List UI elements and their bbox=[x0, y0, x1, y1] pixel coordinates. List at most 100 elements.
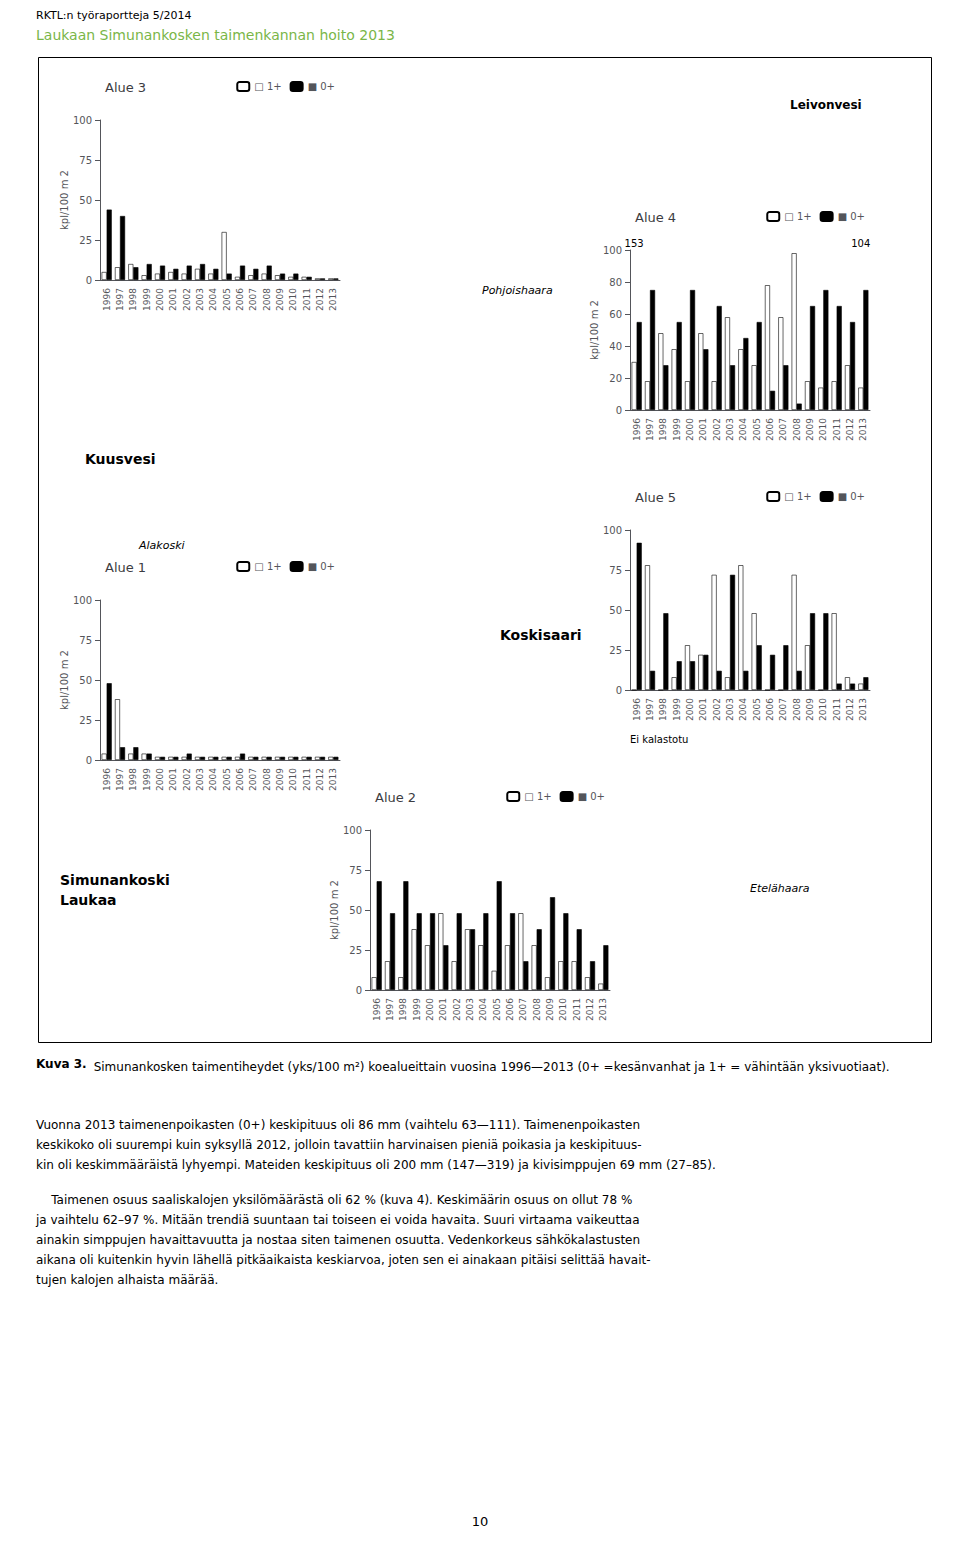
svg-text:1996: 1996 bbox=[102, 288, 112, 311]
svg-text:50: 50 bbox=[79, 195, 92, 206]
svg-text:100: 100 bbox=[73, 115, 92, 126]
svg-text:50: 50 bbox=[349, 905, 362, 916]
svg-text:80: 80 bbox=[609, 277, 622, 288]
svg-text:100: 100 bbox=[603, 525, 622, 536]
svg-text:2013: 2013 bbox=[858, 418, 868, 441]
svg-text:2003: 2003 bbox=[725, 698, 735, 721]
svg-text:2002: 2002 bbox=[182, 768, 192, 791]
svg-text:0: 0 bbox=[86, 275, 92, 286]
svg-text:2002: 2002 bbox=[712, 698, 722, 721]
svg-text:2008: 2008 bbox=[792, 418, 802, 441]
svg-text:kpl/100 m 2: kpl/100 m 2 bbox=[59, 170, 70, 230]
svg-text:kpl/100 m 2: kpl/100 m 2 bbox=[59, 650, 70, 710]
svg-text:2005: 2005 bbox=[752, 698, 762, 721]
svg-text:2012: 2012 bbox=[845, 698, 855, 721]
svg-text:2010: 2010 bbox=[288, 768, 298, 791]
svg-text:2013: 2013 bbox=[328, 288, 338, 311]
svg-text:Ei kalastotu: Ei kalastotu bbox=[630, 734, 688, 745]
svg-text:ainakin simppujen havaittavuut: ainakin simppujen havaittavuutta ja nost… bbox=[36, 1233, 640, 1247]
svg-text:2010: 2010 bbox=[818, 418, 828, 441]
svg-text:Laukaa: Laukaa bbox=[60, 892, 117, 908]
svg-text:2011: 2011 bbox=[832, 418, 842, 441]
svg-text:2008: 2008 bbox=[532, 998, 542, 1021]
svg-text:2008: 2008 bbox=[262, 288, 272, 311]
svg-text:25: 25 bbox=[349, 945, 362, 956]
svg-text:0: 0 bbox=[356, 985, 362, 996]
svg-text:1998: 1998 bbox=[128, 288, 138, 311]
svg-text:2003: 2003 bbox=[195, 288, 205, 311]
svg-text:kpl/100 m 2: kpl/100 m 2 bbox=[329, 880, 340, 940]
svg-text:Vuonna 2013 taimenenpoikasten: Vuonna 2013 taimenenpoikasten (0+) keski… bbox=[36, 1118, 640, 1132]
svg-text:40: 40 bbox=[609, 341, 622, 352]
svg-text:1996: 1996 bbox=[632, 418, 642, 441]
svg-text:■ 0+: ■ 0+ bbox=[308, 81, 335, 92]
svg-text:2005: 2005 bbox=[492, 998, 502, 1021]
svg-text:2011: 2011 bbox=[832, 698, 842, 721]
svg-text:1996: 1996 bbox=[372, 998, 382, 1021]
svg-text:1999: 1999 bbox=[672, 418, 682, 441]
svg-text:2000: 2000 bbox=[685, 698, 695, 721]
svg-text:Laukaan Simunankosken taimenka: Laukaan Simunankosken taimenkannan hoito… bbox=[36, 27, 395, 43]
svg-text:2013: 2013 bbox=[598, 998, 608, 1021]
svg-text:153: 153 bbox=[625, 238, 644, 249]
svg-text:0: 0 bbox=[86, 755, 92, 766]
svg-text:2005: 2005 bbox=[752, 418, 762, 441]
svg-text:2005: 2005 bbox=[222, 768, 232, 791]
svg-text:2012: 2012 bbox=[315, 288, 325, 311]
svg-text:□ 1+: □ 1+ bbox=[784, 491, 811, 502]
svg-text:10: 10 bbox=[472, 1514, 489, 1529]
svg-text:2002: 2002 bbox=[452, 998, 462, 1021]
svg-text:2007: 2007 bbox=[248, 768, 258, 791]
svg-text:2000: 2000 bbox=[425, 998, 435, 1021]
svg-text:2011: 2011 bbox=[302, 288, 312, 311]
svg-text:1996: 1996 bbox=[632, 698, 642, 721]
svg-text:2006: 2006 bbox=[765, 418, 775, 441]
svg-text:2009: 2009 bbox=[275, 288, 285, 311]
svg-text:2008: 2008 bbox=[792, 698, 802, 721]
svg-text:60: 60 bbox=[609, 309, 622, 320]
svg-text:2000: 2000 bbox=[155, 288, 165, 311]
svg-text:1997: 1997 bbox=[115, 768, 125, 791]
svg-text:Simunankoski: Simunankoski bbox=[60, 872, 170, 888]
svg-text:■ 0+: ■ 0+ bbox=[838, 211, 865, 222]
svg-text:50: 50 bbox=[609, 605, 622, 616]
svg-text:1996: 1996 bbox=[102, 768, 112, 791]
svg-text:Leivonvesi: Leivonvesi bbox=[790, 98, 862, 112]
svg-text:0: 0 bbox=[616, 405, 622, 416]
svg-text:2005: 2005 bbox=[222, 288, 232, 311]
svg-text:2012: 2012 bbox=[845, 418, 855, 441]
svg-text:Kuva 3.: Kuva 3. bbox=[36, 1057, 87, 1071]
svg-text:2004: 2004 bbox=[738, 698, 748, 721]
svg-text:Koskisaari: Koskisaari bbox=[500, 627, 582, 643]
svg-text:1999: 1999 bbox=[412, 998, 422, 1021]
svg-text:Alue 1: Alue 1 bbox=[105, 560, 146, 575]
svg-text:2013: 2013 bbox=[858, 698, 868, 721]
svg-text:■ 0+: ■ 0+ bbox=[578, 791, 605, 802]
svg-text:1998: 1998 bbox=[128, 768, 138, 791]
svg-text:□ 1+: □ 1+ bbox=[254, 561, 281, 572]
svg-text:2006: 2006 bbox=[505, 998, 515, 1021]
svg-text:□ 1+: □ 1+ bbox=[524, 791, 551, 802]
svg-text:100: 100 bbox=[603, 245, 622, 256]
svg-text:kin oli keskimmääräistä lyhyem: kin oli keskimmääräistä lyhyempi. Mateid… bbox=[36, 1158, 716, 1172]
svg-text:1999: 1999 bbox=[672, 698, 682, 721]
svg-text:2007: 2007 bbox=[518, 998, 528, 1021]
svg-text:Alue 4: Alue 4 bbox=[635, 210, 676, 225]
svg-text:104: 104 bbox=[851, 238, 870, 249]
svg-text:Etelähaara: Etelähaara bbox=[750, 882, 810, 895]
svg-text:2011: 2011 bbox=[572, 998, 582, 1021]
svg-text:2008: 2008 bbox=[262, 768, 272, 791]
svg-text:Alue 3: Alue 3 bbox=[105, 80, 146, 95]
svg-text:2002: 2002 bbox=[182, 288, 192, 311]
svg-text:ja vaihtelu 62–97 %. Mitään tr: ja vaihtelu 62–97 %. Mitään trendiä suun… bbox=[35, 1213, 640, 1227]
svg-text:aikana oli kuitenkin hyvin läh: aikana oli kuitenkin hyvin lähellä pitkä… bbox=[36, 1253, 651, 1267]
svg-text:2009: 2009 bbox=[275, 768, 285, 791]
svg-text:2002: 2002 bbox=[712, 418, 722, 441]
svg-text:2009: 2009 bbox=[805, 698, 815, 721]
svg-text:75: 75 bbox=[609, 565, 622, 576]
svg-text:2006: 2006 bbox=[765, 698, 775, 721]
svg-text:1997: 1997 bbox=[115, 288, 125, 311]
svg-text:2003: 2003 bbox=[195, 768, 205, 791]
svg-text:Kuusvesi: Kuusvesi bbox=[85, 451, 156, 467]
svg-text:25: 25 bbox=[79, 715, 92, 726]
